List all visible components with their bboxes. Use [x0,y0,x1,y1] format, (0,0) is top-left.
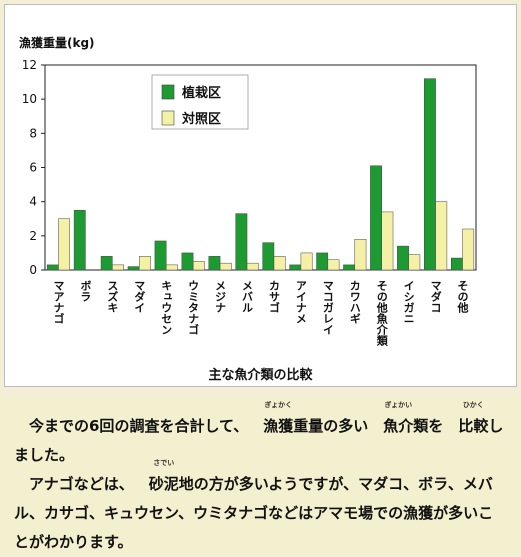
bar-control-14 [435,201,448,271]
x-category-label: その他 [456,280,470,314]
bar-planted-15 [450,257,463,271]
bar-planted-5 [181,252,194,271]
ruby-word: ぎょかく 漁獲 [248,401,294,441]
x-category-label: イシガニ [402,280,415,324]
bar-planted-1 [73,209,86,271]
text-segment: アナゴなどは、 [29,475,134,493]
text-segment: 重量の多い [293,417,369,435]
bar-planted-7 [235,213,248,271]
x-axis-title: 主な魚介類の比較 [208,367,313,383]
ruby-reading: さでい [153,459,175,467]
x-category-label: その他魚介類 [375,280,389,347]
x-category-label: アイナメ [294,280,307,324]
bar-control-12 [381,211,394,271]
bar-control-0 [58,218,71,271]
y-tick-label: 8 [29,126,37,140]
bar-planted-6 [208,256,221,271]
ruby-base: 砂泥 [148,475,179,493]
bar-planted-14 [424,78,436,271]
x-category-label: マダコ [429,280,442,313]
ruby-reading: ぎょかい [384,401,413,409]
legend-label-planted: 植栽区 [181,85,221,101]
bar-planted-3 [127,266,140,271]
bar-planted-12 [370,165,382,271]
chart-panel: 漁獲重量(kg) 0 2 4 6 8 10 12 マアナゴ ボラ スズキ マダイ キュウセン ウミタナゴ メ… [4,4,517,387]
y-axis-title: 漁獲重量(kg) [19,35,95,50]
x-category-label: カサゴ [267,280,280,313]
bar-planted-10 [316,252,329,271]
y-tick-label: 6 [29,161,37,175]
text-segment: 今までの6回の調査を合計して、 [29,417,249,435]
bar-control-8 [273,256,286,271]
x-category-label: メバル [241,280,254,313]
bar-chart: 漁獲重量(kg) 0 2 4 6 8 10 12 マアナゴ ボラ スズキ マダイ キュウセン ウミタナゴ メ… [19,35,477,383]
x-category-label: キュウセン [160,280,173,335]
text-segment: 地の方が多いようですが、マダコ、ボラ、メバル、カサゴ、キュウセン、ウミタナゴなど… [14,475,494,551]
bar-control-3 [139,256,151,271]
x-category-label: ウミタナゴ [187,280,200,335]
ruby-word: ぎょかい 魚介 [368,401,414,441]
bar-planted-4 [154,240,167,271]
legend-swatch-control [161,110,175,126]
bar-control-4 [165,264,178,271]
bar-planted-13 [397,245,409,271]
x-category-label: スズキ [106,280,119,313]
text-segment: しました。 [14,417,504,464]
text-segment: 類を [413,417,444,435]
y-tick-label: 12 [22,58,37,72]
explanation-paragraph-1: 今までの6回の調査を合計して、 ぎょかく 漁獲重量の多い ぎょかい 魚介類を ひかく 比較し… [14,401,507,470]
bar-control-5 [192,261,205,271]
x-category-label: マアナゴ [52,280,65,324]
bar-planted-0 [46,264,59,271]
bar-planted-8 [262,242,275,271]
bar-control-7 [246,262,259,271]
ruby-reading: ぎょかく [264,401,293,409]
legend-label-control: 対照区 [181,111,221,127]
bar-planted-11 [343,264,356,271]
explanation-panel: 今までの6回の調査を合計して、 ぎょかく 漁獲重量の多い ぎょかい 魚介類を ひかく 比較し… [0,397,521,554]
y-tick-label: 4 [29,195,37,209]
ruby-reading: ひかく [462,401,484,409]
bar-planted-9 [289,264,302,271]
y-tick-label: 0 [29,263,37,277]
explanation-paragraph-2: アナゴなどは、 さでい 砂泥地の方が多いようですが、マダコ、ボラ、メバル、カサゴ、キ… [14,459,507,557]
ruby-word: さでい 砂泥 [134,459,179,499]
plot-area [44,64,477,271]
bar-control-2 [112,264,124,271]
y-tick-label: 2 [29,229,37,243]
x-category-label: マダイ [133,280,146,313]
bar-control-6 [219,262,232,271]
bar-control-15 [462,228,475,271]
bar-control-10 [327,259,340,271]
bar-control-9 [300,252,313,271]
x-category-label: メジナ [214,280,227,313]
bar-control-11 [354,239,367,271]
y-tick-label: 10 [22,92,37,106]
bar-control-13 [408,254,421,271]
x-category-label: ボラ [79,280,92,302]
ruby-base: 比較 [458,417,489,435]
x-category-label: マコガレイ [321,280,334,335]
bar-planted-2 [100,256,113,271]
legend-swatch-planted [161,84,175,100]
ruby-word: ひかく 比較 [443,401,489,441]
ruby-base: 漁獲 [263,417,294,435]
x-category-label: カワハギ [348,280,361,324]
ruby-base: 魚介 [383,417,414,435]
